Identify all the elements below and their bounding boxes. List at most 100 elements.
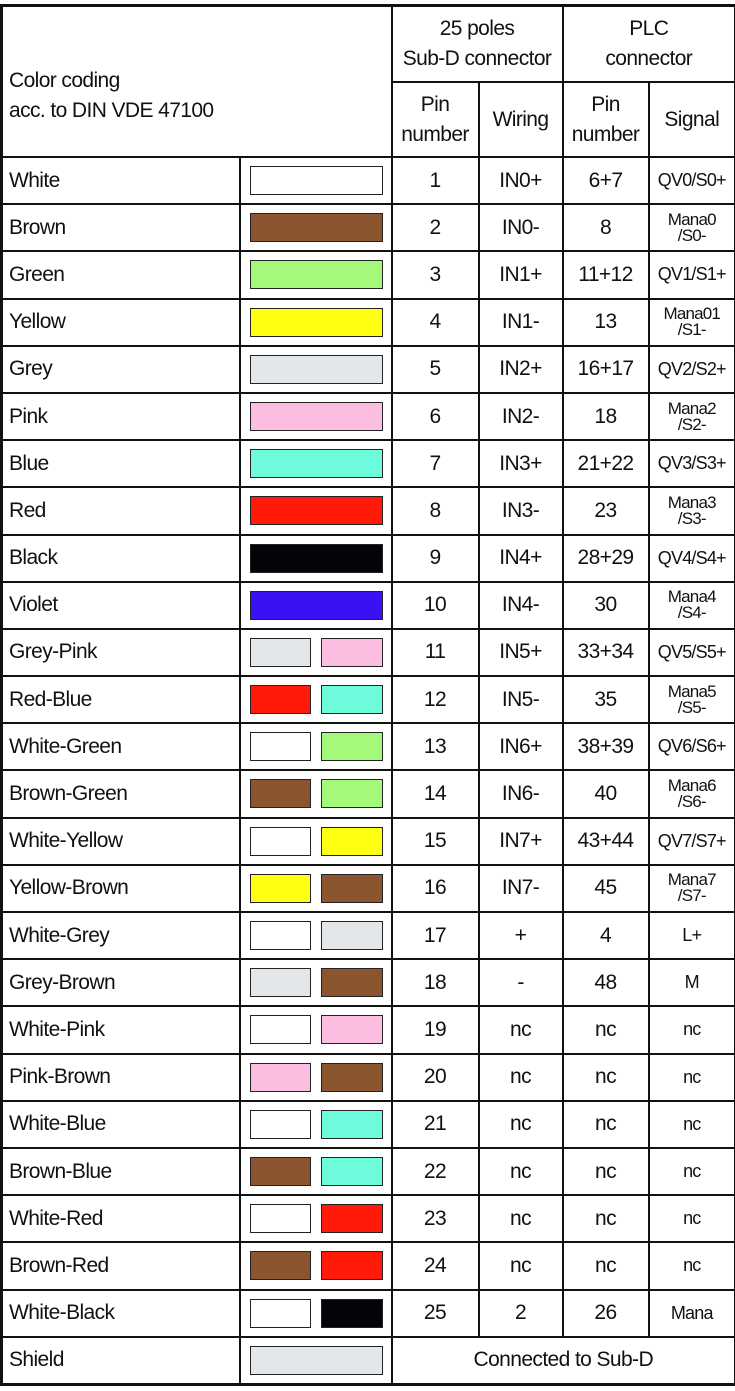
plc-pin-number: 48 [563,959,649,1006]
color-swatch [250,1063,311,1092]
color-swatch [321,638,383,667]
plc-pin-number: 30 [563,582,649,629]
pin-number: 23 [392,1195,479,1242]
color-coding-header: Color coding acc. to DIN VDE 47100 [2,6,392,158]
plc-pin-number: 16+17 [563,346,649,393]
pin-number: 9 [392,535,479,582]
wiring: - [479,959,563,1006]
wiring: 2 [479,1290,563,1337]
color-name: White-Blue [2,1101,240,1148]
color-swatch-cell [240,299,392,346]
color-swatch [321,1299,383,1328]
wiring: IN5+ [479,629,563,676]
pin-number: 24 [392,1242,479,1289]
color-swatch [250,874,311,903]
wiring: IN3+ [479,440,563,487]
color-swatch [250,308,383,337]
color-swatch [321,827,383,856]
color-swatch-cell [240,912,392,959]
wiring: + [479,912,563,959]
color-name: White-Grey [2,912,240,959]
color-swatch-cell [240,770,392,817]
color-coding-table: Color coding acc. to DIN VDE 47100 25 po… [0,4,735,1386]
pin-number: 3 [392,251,479,298]
wiring: nc [479,1195,563,1242]
signal: L+ [649,912,735,959]
color-swatch [250,921,311,950]
color-swatch-cell [240,487,392,534]
signal: Mana0 /S0- [649,204,735,251]
plc-pin-number: nc [563,1242,649,1289]
color-swatch [321,1204,383,1233]
wiring: IN7+ [479,818,563,865]
plc-pin-number: 35 [563,676,649,723]
plc-pin-number: 23 [563,487,649,534]
color-swatch-cell [240,959,392,1006]
color-name: Shield [2,1337,240,1385]
wiring: IN1- [479,299,563,346]
color-swatch [250,355,383,384]
color-name: Yellow-Brown [2,865,240,912]
color-name: Pink [2,393,240,440]
wiring: IN0- [479,204,563,251]
color-swatch [250,638,311,667]
plc-pin-number: 26 [563,1290,649,1337]
plc-pin-number: 45 [563,865,649,912]
color-name: Red-Blue [2,676,240,723]
pin-number: 20 [392,1054,479,1101]
pin-number: 22 [392,1148,479,1195]
wiring: IN7- [479,865,563,912]
signal: M [649,959,735,1006]
color-swatch-cell [240,393,392,440]
signal: nc [649,1006,735,1053]
pin-number: 11 [392,629,479,676]
wiring: IN3- [479,487,563,534]
color-swatch-cell [240,1337,392,1385]
wiring: nc [479,1101,563,1148]
plc-pin-number: nc [563,1054,649,1101]
pin-number: 19 [392,1006,479,1053]
color-name: Violet [2,582,240,629]
signal: Mana [649,1290,735,1337]
color-swatch-cell [240,1054,392,1101]
wiring: IN5- [479,676,563,723]
pin-number: 13 [392,723,479,770]
color-swatch [250,1015,311,1044]
color-swatch [250,1346,383,1375]
color-swatch [250,732,311,761]
color-swatch [250,968,311,997]
wiring: IN0+ [479,157,563,204]
signal: QV5/S5+ [649,629,735,676]
color-swatch [321,685,383,714]
plc-pin-number: nc [563,1006,649,1053]
plc-pin-number: 4 [563,912,649,959]
color-name: Green [2,251,240,298]
signal: Mana7 /S7- [649,865,735,912]
pin-number: 5 [392,346,479,393]
color-swatch-cell [240,1148,392,1195]
pin-number: 12 [392,676,479,723]
color-name: Yellow [2,299,240,346]
color-name: White [2,157,240,204]
pin-number-header: Pin number [392,82,479,157]
pin-number: 14 [392,770,479,817]
color-name: White-Red [2,1195,240,1242]
color-swatch-cell [240,1101,392,1148]
color-swatch [321,1110,383,1139]
